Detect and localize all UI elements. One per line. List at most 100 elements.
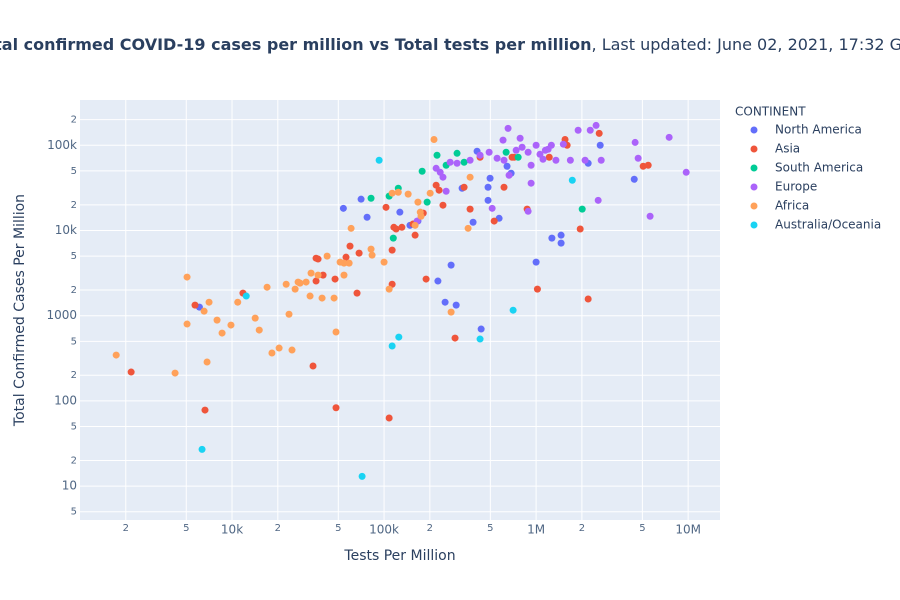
data-point [584, 295, 592, 303]
data-point [191, 301, 199, 309]
data-point [218, 329, 226, 337]
data-point [595, 129, 603, 137]
grid [80, 100, 720, 520]
data-point [388, 246, 396, 254]
x-tick-label: 10k [221, 523, 243, 537]
points [112, 121, 690, 480]
data-point [263, 283, 271, 291]
data-point [557, 231, 565, 239]
data-point [396, 208, 404, 216]
data-point [552, 156, 560, 164]
data-point [441, 298, 449, 306]
y-tick-label: 5 [71, 422, 77, 433]
title-sub: , Last updated: June 02, 2021, 17:32 GMT [592, 35, 900, 54]
data-point [486, 174, 494, 182]
data-point [592, 121, 600, 129]
y-tick-label: 1000 [46, 308, 77, 322]
data-point [346, 242, 354, 250]
data-point [646, 212, 654, 220]
x-tick-label: 2 [427, 523, 433, 534]
data-point [527, 179, 535, 187]
data-point [518, 143, 526, 151]
legend-label[interactable]: Africa [775, 199, 809, 213]
data-point [576, 225, 584, 233]
data-point [414, 198, 422, 206]
data-point [476, 335, 484, 343]
data-point [504, 124, 512, 132]
data-point [389, 234, 397, 242]
x-tick-label: 5 [183, 523, 189, 534]
data-point [255, 326, 263, 334]
data-point [439, 201, 447, 209]
legend-marker[interactable] [750, 221, 758, 229]
data-point [357, 195, 365, 203]
data-point [559, 140, 567, 148]
data-point [566, 156, 574, 164]
legend-marker[interactable] [750, 126, 758, 134]
data-point [466, 205, 474, 213]
data-point [380, 258, 388, 266]
data-point [547, 141, 555, 149]
data-point [469, 218, 477, 226]
legend-label[interactable]: South America [775, 161, 863, 175]
x-tick-label: 5 [335, 523, 341, 534]
data-point [183, 320, 191, 328]
data-point [296, 279, 304, 287]
data-point [460, 183, 468, 191]
legend-marker[interactable] [750, 183, 758, 191]
data-point [213, 316, 221, 324]
data-point [430, 135, 438, 143]
data-point [385, 285, 393, 293]
data-point [682, 168, 690, 176]
legend-marker[interactable] [750, 145, 758, 153]
legend-label[interactable]: North America [775, 123, 862, 137]
data-point [342, 253, 350, 261]
legend-label[interactable]: Australia/Oceania [775, 218, 881, 232]
data-point [446, 158, 454, 166]
legend-label[interactable]: Asia [775, 142, 800, 156]
y-tick-label: 2 [71, 200, 77, 211]
data-point [275, 344, 283, 352]
x-tick-label: 5 [639, 523, 645, 534]
data-point [288, 346, 296, 354]
y-tick-label: 100k [47, 138, 77, 152]
legend-marker[interactable] [750, 164, 758, 172]
data-point [514, 153, 522, 161]
data-point [394, 188, 402, 196]
data-point [347, 224, 355, 232]
data-point [644, 161, 652, 169]
data-point [234, 298, 242, 306]
data-point [512, 146, 520, 154]
legend-marker[interactable] [750, 202, 758, 210]
data-point [331, 275, 339, 283]
legend-label[interactable]: Europe [775, 180, 817, 194]
data-point [548, 234, 556, 242]
data-point [484, 183, 492, 191]
data-point [630, 175, 638, 183]
y-tick-label: 2 [71, 115, 77, 126]
plot-area [80, 100, 720, 520]
y-tick-label: 10 [62, 479, 77, 493]
data-point [323, 252, 331, 260]
y-tick-label: 5 [71, 166, 77, 177]
data-point [411, 231, 419, 239]
data-point [423, 198, 431, 206]
y-axis-title: Total Confirmed Cases Per Million [12, 194, 28, 427]
data-point [203, 358, 211, 366]
data-point [460, 158, 468, 166]
data-point [319, 271, 327, 279]
data-point [484, 196, 492, 204]
data-point [545, 153, 553, 161]
data-point [499, 136, 507, 144]
data-point [476, 151, 484, 159]
data-point [447, 308, 455, 316]
data-point [532, 141, 540, 149]
data-point [242, 292, 250, 300]
data-point [505, 171, 513, 179]
data-point [227, 321, 235, 329]
data-point [466, 173, 474, 181]
title-main: Total confirmed COVID-19 cases per milli… [0, 35, 592, 54]
y-tick-label: 100 [54, 393, 77, 407]
data-point [493, 154, 501, 162]
data-point [539, 155, 547, 163]
